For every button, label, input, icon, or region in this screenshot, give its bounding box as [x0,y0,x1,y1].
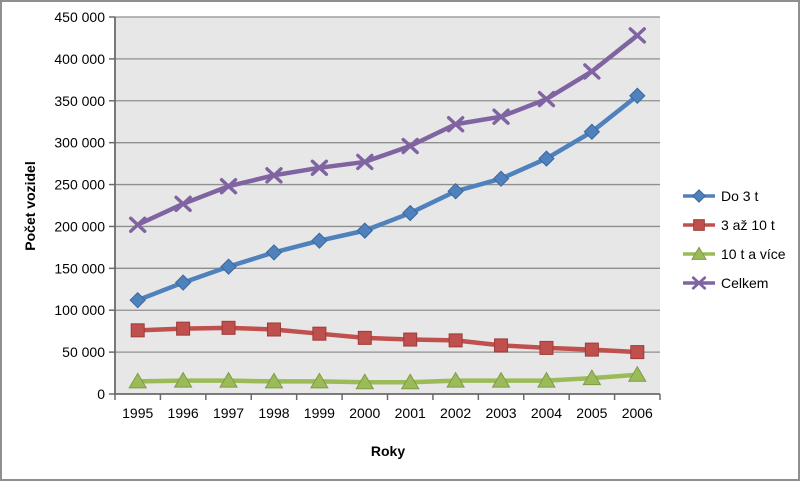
x-marker-icon [219,178,238,195]
legend-label: Do 3 t [721,187,759,204]
diamond-marker-icon [402,204,419,222]
legend-item-10-t-a-v-ce: 10 t a více [682,239,786,268]
diamond-marker-icon [447,183,464,200]
legend-item-3-a-10-t: 3 až 10 t [682,210,786,239]
diamond-marker-icon [220,258,237,275]
triangle-marker-icon [310,372,329,389]
diamond-marker-icon [492,170,510,187]
x-marker-icon [583,63,601,80]
square-marker-icon [693,218,705,231]
x-marker-icon [310,159,329,176]
triangle-marker-icon [582,369,602,386]
triangle-marker-icon [173,371,193,388]
x-tick-label: 2004 [531,405,562,421]
series-line-3-a-10-t [135,325,640,355]
y-tick-label: 400 000 [54,51,105,67]
y-tick-label: 100 000 [54,302,105,318]
x-marker-icon [356,153,374,171]
y-tick-label: 450 000 [54,9,105,25]
square-marker-icon [539,340,554,355]
diamond-marker-icon [692,188,706,203]
y-tick-label: 300 000 [54,135,105,151]
diamond-marker-icon [683,188,715,203]
x-tick-label: 2002 [440,405,471,421]
series-line-10-t-a-v-ce [135,372,640,385]
x-marker-icon [691,275,707,290]
square-marker-icon [130,323,145,338]
legend: Do 3 t 3 až 10 t 10 t a více Celkem [682,181,786,297]
triangle-marker-icon [627,365,647,382]
y-tick-label: 150 000 [54,260,105,276]
x-marker-icon [537,90,556,108]
x-marker-icon [628,27,646,44]
y-tick-label: 250 000 [54,177,105,193]
triangle-marker-icon [355,373,375,390]
x-marker-icon [265,167,283,184]
square-marker-icon [221,320,236,335]
triangle-marker-icon [446,371,465,388]
diamond-marker-icon [629,87,646,104]
square-marker-icon [357,330,372,345]
x-tick-label: 2003 [485,405,516,421]
x-tick-label: 2005 [576,405,607,421]
triangle-marker-icon [264,372,284,389]
y-tick-label: 350 000 [54,93,105,109]
triangle-marker-icon [537,371,556,388]
square-marker-icon [494,338,509,353]
legend-label: 3 až 10 t [721,216,775,233]
y-tick-label: 0 [97,386,105,402]
x-tick-label: 2006 [622,405,653,421]
square-marker-icon [176,321,191,336]
square-marker-icon [630,345,645,360]
square-marker-icon [584,342,599,357]
y-tick-label: 50 000 [62,344,105,360]
square-marker-icon [266,322,281,337]
x-marker-icon [129,216,147,233]
x-tick-label: 1997 [213,405,244,421]
diamond-marker-icon [129,291,146,309]
diamond-marker-icon [356,222,373,239]
x-marker-icon [401,137,419,155]
diamond-marker-icon [583,123,601,140]
square-marker-icon [683,218,715,231]
legend-item-celkem: Celkem [682,268,786,297]
series-line-celkem [135,33,640,228]
series-line-do-3-t [135,93,640,303]
diamond-marker-icon [311,232,328,249]
x-tick-label: 1998 [258,405,289,421]
diamond-marker-icon [265,244,283,261]
x-marker-icon [683,275,715,290]
x-tick-label: 1999 [304,405,335,421]
triangle-marker-icon [400,373,420,390]
diamond-marker-icon [538,150,555,167]
x-tick-label: 2000 [349,405,380,421]
square-marker-icon [448,333,463,348]
x-marker-icon [446,116,465,133]
y-axis-title: Počet vozidel [22,161,38,251]
x-tick-label: 1996 [168,405,199,421]
triangle-marker-icon [683,245,715,260]
triangle-marker-icon [691,245,707,260]
diamond-marker-icon [174,274,192,291]
legend-label: Celkem [721,274,769,291]
y-tick-label: 200 000 [54,218,105,234]
legend-label: 10 t a více [721,245,786,262]
legend-item-do-3-t: Do 3 t [682,181,786,210]
triangle-marker-icon [491,371,511,388]
x-axis-title: Roky [370,443,406,459]
x-tick-label: 2001 [395,405,426,421]
triangle-marker-icon [128,372,148,389]
x-marker-icon [492,108,510,125]
x-tick-label: 1995 [122,405,153,421]
triangle-marker-icon [219,371,238,388]
square-marker-icon [403,332,418,347]
plot-background [115,17,660,394]
square-marker-icon [312,326,327,341]
x-marker-icon [174,195,192,213]
